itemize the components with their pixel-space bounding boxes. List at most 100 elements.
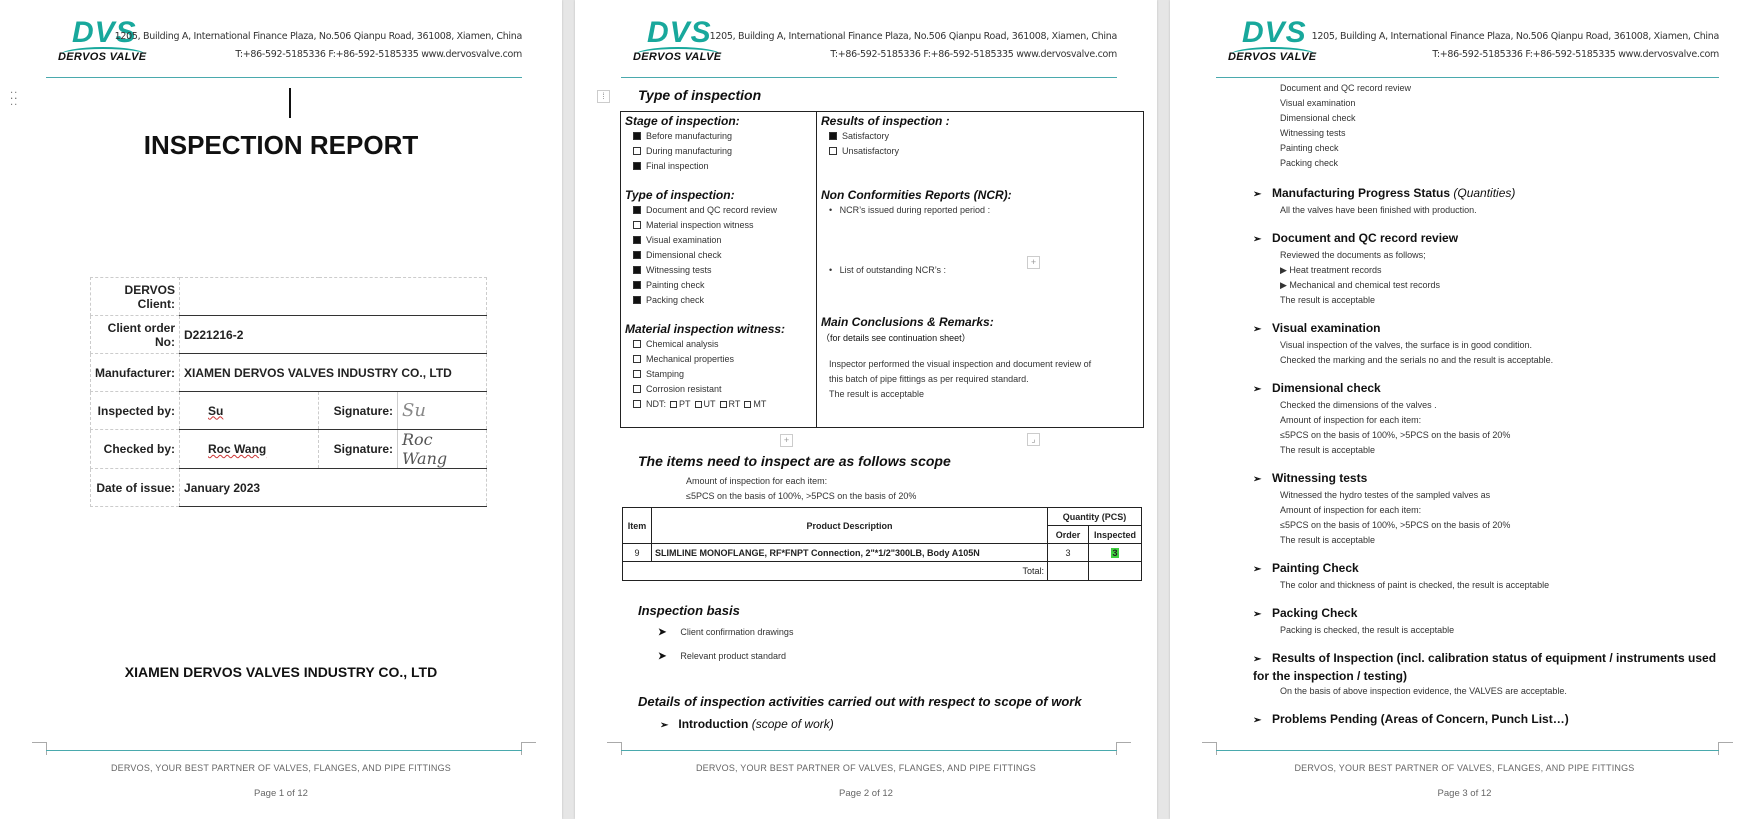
details-heading: Details of inspection activities carried… xyxy=(638,694,1082,709)
manufacturer-value[interactable]: XIAMEN DERVOS VALVES INDUSTRY CO., LTD xyxy=(179,353,487,392)
dervos-logo: DVS DERVOS VALVE xyxy=(1228,16,1318,66)
ndt-checkbox-ut[interactable] xyxy=(694,401,702,408)
unchecked-box-icon[interactable] xyxy=(633,147,641,155)
checked-box-icon[interactable] xyxy=(633,251,641,259)
header-rule xyxy=(1216,77,1719,78)
logo-mark: DVS xyxy=(647,16,712,49)
section-heading: Type of inspection xyxy=(638,87,762,103)
section-note: (Quantities) xyxy=(1453,186,1516,200)
section-heading: ➢ Packing Check xyxy=(1253,605,1733,623)
checkbox-item: Final inspection xyxy=(625,159,812,174)
stage-title: Stage of inspection: xyxy=(625,114,740,128)
checked-box-icon[interactable] xyxy=(633,132,641,140)
checked-box-icon[interactable] xyxy=(633,266,641,274)
scope-list-item: Witnessing tests xyxy=(1280,128,1346,138)
checked-box-icon[interactable] xyxy=(633,162,641,170)
checked-box-icon[interactable] xyxy=(633,236,641,244)
checkbox-label: Stamping xyxy=(646,369,685,379)
dervos-logo: DVS DERVOS VALVE xyxy=(58,16,148,66)
checked-box-icon[interactable] xyxy=(633,296,641,304)
add-row-icon[interactable]: + xyxy=(780,434,793,447)
ndt-checkbox[interactable] xyxy=(633,400,641,408)
section-line: The result is acceptable xyxy=(1280,295,1376,305)
unchecked-box-icon[interactable] xyxy=(633,355,641,363)
summary-right-column: Results of inspection : Satisfactory Unsa… xyxy=(817,112,1143,427)
checked-box-icon[interactable] xyxy=(633,281,641,289)
unchecked-box-icon[interactable] xyxy=(633,370,641,378)
checkbox-item: Witnessing tests xyxy=(625,263,812,278)
section-title: Dimensional check xyxy=(1272,381,1381,395)
checkbox-label: Dimensional check xyxy=(646,250,722,260)
amount-line-1: Amount of inspection for each item: xyxy=(686,476,828,486)
ndt-option-label: UT xyxy=(703,399,716,409)
checkbox-item: Unsatisfactory xyxy=(821,144,1139,159)
checkbox-item: Corrosion resistant xyxy=(625,382,812,397)
arrow-bullet-icon: ➢ xyxy=(1253,234,1262,245)
section-line: Checked the dimensions of the valves . xyxy=(1280,400,1437,410)
page-number: Page 1 of 12 xyxy=(254,788,308,799)
intro-label: Introduction xyxy=(678,717,749,731)
ncr-issued-text: NCR’s issued during reported period : xyxy=(839,205,991,215)
unchecked-box-icon[interactable] xyxy=(829,147,837,155)
page-1: DVS DERVOS VALVE 1205, Building A, Intern… xyxy=(0,0,562,819)
signature-label: Signature: xyxy=(318,391,398,430)
logo-name: DERVOS VALVE xyxy=(633,51,722,63)
section-title: Results of Inspection (incl. calibration… xyxy=(1253,651,1717,683)
checkbox-label: Witnessing tests xyxy=(646,265,712,275)
footer-slogan: DERVOS, YOUR BEST PARTNER OF VALVES, FLA… xyxy=(110,763,451,773)
header-rule xyxy=(46,77,522,78)
checked-box-icon[interactable] xyxy=(633,206,641,214)
inspection-summary-box: Stage of inspection: Before manufacturin… xyxy=(620,111,1144,428)
checkbox-item: Dimensional check xyxy=(625,248,812,263)
client-value[interactable] xyxy=(179,277,487,316)
ndt-option-label: MT xyxy=(753,399,767,409)
scope-heading: The items need to inspect are as follows… xyxy=(638,453,951,469)
section-heading: ➢ Painting Check xyxy=(1253,560,1733,578)
footer-slogan: DERVOS, YOUR BEST PARTNER OF VALVES, FLA… xyxy=(695,763,1036,773)
table-resize-handle-icon[interactable]: ⌟ xyxy=(1027,433,1040,446)
company-name: XIAMEN DERVOS VALVES INDUSTRY CO., LTD xyxy=(124,664,438,680)
section-title: Manufacturing Progress Status xyxy=(1272,186,1451,200)
checkbox-item: Mechanical properties xyxy=(625,352,812,367)
add-column-icon[interactable]: + xyxy=(1027,256,1040,269)
type-title: Type of inspection: xyxy=(625,188,735,202)
section-heading: ➢ Results of Inspection (incl. calibratio… xyxy=(1253,650,1733,684)
arrow-bullet-icon: ➢ xyxy=(1253,324,1262,335)
total-order[interactable] xyxy=(1047,561,1089,581)
ndt-checkbox-rt[interactable] xyxy=(719,401,727,408)
order-value[interactable]: D221216-2 xyxy=(179,315,487,354)
col-desc: Product Description xyxy=(651,507,1048,544)
section-heading: ➢ Dimensional check xyxy=(1253,380,1733,398)
section-line: The result is acceptable xyxy=(1280,445,1376,455)
checkbox-item: During manufacturing xyxy=(625,144,812,159)
basis-item: ➤ Relevant product standard xyxy=(658,651,786,662)
date-label: Date of issue: xyxy=(89,468,181,507)
ncr-title: Non Conformities Reports (NCR): xyxy=(821,188,1012,202)
checked-value[interactable]: Roc Wang xyxy=(208,442,267,456)
unchecked-box-icon[interactable] xyxy=(633,221,641,229)
ndt-label: NDT: xyxy=(646,399,666,409)
inspected-value[interactable]: Su xyxy=(208,403,224,418)
ndt-checkbox-mt[interactable] xyxy=(744,401,752,408)
checkbox-label: Chemical analysis xyxy=(646,339,719,349)
ndt-option-label: PT xyxy=(679,399,691,409)
basis-item: ➤ Client confirmation drawings xyxy=(658,627,794,638)
section-heading: ➢ Manufacturing Progress Status (Quantiti… xyxy=(1253,185,1733,203)
section-line: The color and thickness of paint is chec… xyxy=(1280,580,1550,590)
logo-mark: DVS xyxy=(1242,16,1307,49)
section-title: Document and QC record review xyxy=(1272,231,1459,245)
scope-list-item: Document and QC record review xyxy=(1280,83,1412,93)
ndt-checkbox-pt[interactable] xyxy=(670,401,677,408)
checked-box-icon[interactable] xyxy=(829,132,837,140)
checkbox-item: Chemical analysis xyxy=(625,337,812,352)
unchecked-box-icon[interactable] xyxy=(633,340,641,348)
checked-label: Checked by: xyxy=(89,429,181,469)
conclusion-line: Inspector performed the visual inspectio… xyxy=(829,359,1092,369)
table-move-handle-icon[interactable]: ⁞ xyxy=(597,90,610,103)
unchecked-box-icon[interactable] xyxy=(633,385,641,393)
total-inspected[interactable] xyxy=(1088,561,1142,581)
checkbox-item: Satisfactory xyxy=(821,129,1139,144)
date-value[interactable]: January 2023 xyxy=(179,468,487,507)
drag-handle-icon[interactable]: ⁚⁚ ⁚⁚ xyxy=(10,91,19,108)
basis-heading: Inspection basis xyxy=(638,603,740,618)
